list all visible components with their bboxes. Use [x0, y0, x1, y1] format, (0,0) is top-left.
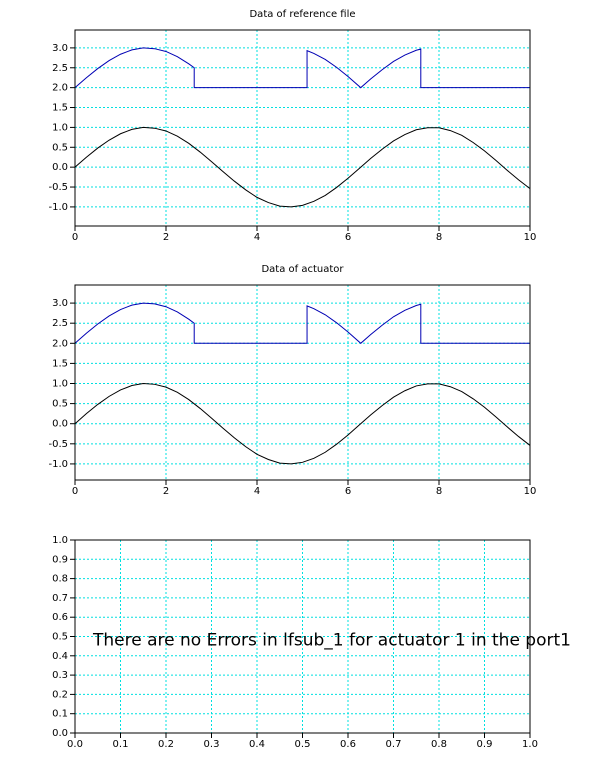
y-tick-label: 0.4: [52, 651, 68, 662]
series-line: [74, 383, 531, 465]
x-tick-label: 8: [436, 232, 442, 243]
y-tick-label: 0.0: [52, 419, 68, 430]
y-tick-label: 0.2: [52, 689, 68, 700]
series-line: [74, 126, 531, 208]
plot-frame: [74, 539, 531, 734]
x-tick-label: 0: [72, 486, 78, 497]
y-tick-label: 0.7: [52, 593, 68, 604]
y-tick-label: 0.0: [52, 728, 68, 739]
x-tick-label: 10: [524, 232, 537, 243]
x-tick-label: 0.8: [431, 739, 447, 750]
x-tick-label: 0.4: [249, 739, 265, 750]
x-tick-label: 0.3: [204, 739, 220, 750]
y-tick-label: 2.5: [52, 63, 68, 74]
x-tick-label: 8: [436, 486, 442, 497]
x-tick-label: 4: [254, 486, 260, 497]
y-tick-label: 0.9: [52, 554, 68, 565]
x-tick-label: 6: [345, 486, 351, 497]
x-tick-label: 0.9: [477, 739, 493, 750]
y-tick-label: 1.0: [52, 379, 68, 390]
y-tick-label: 0.3: [52, 670, 68, 681]
y-tick-label: 0.0: [52, 162, 68, 173]
x-tick-label: 2: [163, 486, 169, 497]
x-tick-label: 1.0: [522, 739, 538, 750]
plot-frame: [74, 29, 531, 227]
y-tick-label: 2.0: [52, 83, 68, 94]
y-tick-label: -1.0: [48, 202, 68, 213]
chart-title: Data of actuator: [261, 264, 344, 275]
y-tick-label: 0.6: [52, 612, 68, 623]
y-tick-label: 3.0: [52, 298, 68, 309]
y-tick-label: -1.0: [48, 459, 68, 470]
series-line: [74, 47, 530, 89]
y-tick-label: 1.0: [52, 535, 68, 546]
x-tick-label: 0.7: [386, 739, 402, 750]
x-tick-label: 0: [72, 232, 78, 243]
x-tick-label: 6: [345, 232, 351, 243]
plot-frame: [74, 284, 531, 481]
y-tick-label: 1.5: [52, 358, 68, 369]
x-tick-label: 10: [524, 486, 537, 497]
y-tick-label: 2.0: [52, 338, 68, 349]
x-tick-label: 2: [163, 232, 169, 243]
y-tick-label: 0.8: [52, 574, 68, 585]
y-tick-label: 0.5: [52, 632, 68, 643]
x-tick-label: 0.0: [67, 739, 83, 750]
chart-title: Data of reference file: [249, 9, 355, 20]
y-tick-label: 0.5: [52, 399, 68, 410]
x-tick-label: 0.1: [113, 739, 129, 750]
y-tick-label: 0.1: [52, 709, 68, 720]
y-tick-label: -0.5: [48, 182, 68, 193]
y-tick-label: 1.5: [52, 103, 68, 114]
x-tick-label: 0.6: [340, 739, 356, 750]
y-tick-label: 3.0: [52, 43, 68, 54]
x-tick-label: 0.5: [295, 739, 311, 750]
y-tick-label: -0.5: [48, 439, 68, 450]
x-tick-label: 4: [254, 232, 260, 243]
y-tick-label: 1.0: [52, 122, 68, 133]
y-tick-label: 2.5: [52, 318, 68, 329]
y-tick-label: 0.5: [52, 142, 68, 153]
x-tick-label: 0.2: [158, 739, 174, 750]
annotation: There are no Errors in lfsub_1 for actua…: [92, 631, 571, 651]
series-line: [74, 302, 530, 344]
